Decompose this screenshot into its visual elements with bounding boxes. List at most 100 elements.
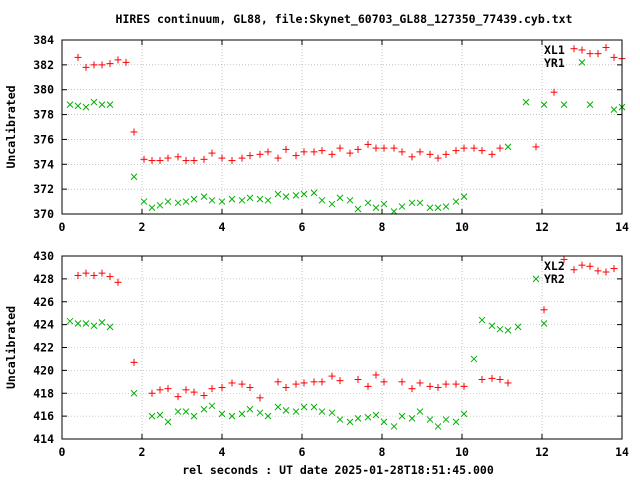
data-point-x [130, 389, 138, 397]
marker-stroke [66, 101, 74, 108]
data-point-x [408, 199, 416, 207]
marker-stroke [390, 423, 398, 430]
y-tick-label: 428 [33, 272, 54, 286]
data-point-plus [504, 379, 512, 387]
marker-stroke [228, 195, 236, 203]
data-point-x [504, 326, 512, 334]
data-point-plus [228, 157, 236, 165]
data-point-plus [292, 152, 300, 160]
marker-stroke [66, 317, 74, 325]
data-point-plus [460, 382, 468, 390]
marker-stroke [380, 418, 388, 426]
data-point-x [238, 410, 246, 418]
data-point-plus [98, 61, 106, 69]
marker-stroke [238, 196, 246, 204]
data-point-plus [470, 144, 478, 152]
data-point-plus [90, 61, 98, 69]
data-point-plus [274, 154, 282, 162]
data-point-plus [300, 148, 308, 156]
x-tick-label: 6 [299, 445, 306, 459]
marker-stroke [130, 389, 138, 397]
marker-stroke [540, 320, 548, 327]
marker-stroke [398, 203, 406, 210]
data-point-x [300, 190, 308, 198]
marker-stroke [200, 405, 208, 413]
marker-stroke [246, 405, 254, 413]
data-point-x [98, 318, 106, 326]
data-point-x [496, 325, 504, 333]
marker-stroke [380, 200, 388, 208]
marker-stroke [416, 408, 424, 415]
data-point-plus [416, 148, 424, 156]
data-point-plus [346, 149, 354, 157]
marker-stroke [532, 275, 540, 283]
marker-stroke [514, 323, 522, 331]
marker-stroke [318, 196, 326, 204]
marker-stroke [74, 320, 82, 327]
marker-stroke [246, 194, 254, 202]
data-point-x [310, 189, 318, 197]
y-tick-label: 370 [33, 207, 54, 221]
marker-stroke [292, 408, 300, 415]
data-point-x [98, 101, 106, 108]
data-point-x [282, 193, 290, 200]
y-tick-label: 378 [33, 108, 54, 122]
data-point-x [434, 204, 442, 212]
data-point-x [380, 200, 388, 208]
marker-stroke [164, 198, 172, 205]
data-point-x [372, 204, 380, 212]
data-point-x [540, 101, 548, 108]
data-point-x [372, 411, 380, 419]
data-point-x [416, 199, 424, 207]
data-point-plus [182, 386, 190, 394]
marker-stroke [460, 193, 468, 200]
marker-stroke [282, 407, 290, 414]
data-point-plus [570, 45, 578, 53]
plot-frame [61, 255, 623, 440]
marker-stroke [586, 101, 594, 108]
y-tick-label: 418 [33, 386, 54, 400]
y-tick-label: 382 [33, 58, 54, 72]
marker-stroke [504, 143, 512, 151]
data-point-plus [82, 63, 90, 71]
data-point-x [208, 196, 216, 204]
marker-stroke [442, 203, 450, 210]
data-point-x [200, 193, 208, 200]
data-point-plus [478, 376, 486, 384]
y-tick-label: 372 [33, 182, 54, 196]
marker-stroke [372, 411, 380, 419]
data-point-plus [156, 386, 164, 394]
x-tick-label: 2 [139, 445, 146, 459]
marker-stroke [256, 409, 264, 417]
marker-stroke [504, 326, 512, 334]
data-point-plus [488, 374, 496, 382]
marker-stroke [174, 199, 182, 207]
data-point-plus [426, 382, 434, 390]
data-point-plus [398, 148, 406, 156]
marker-stroke [90, 322, 98, 330]
data-point-x [148, 204, 156, 212]
data-point-plus [372, 144, 380, 152]
x-tick-label: 6 [299, 220, 306, 234]
marker-stroke [336, 416, 344, 423]
marker-stroke [460, 410, 468, 418]
marker-stroke [452, 418, 460, 426]
data-point-plus [114, 278, 122, 286]
marker-stroke [164, 418, 172, 426]
y-tick-label: 376 [33, 132, 54, 146]
marker-stroke [238, 410, 246, 418]
data-point-plus [156, 157, 164, 165]
data-point-x [442, 203, 450, 210]
data-point-x [66, 317, 74, 325]
data-point-plus [310, 148, 318, 156]
x-tick-label: 2 [139, 220, 146, 234]
data-point-plus [586, 262, 594, 270]
marker-stroke [540, 101, 548, 108]
data-point-plus [256, 150, 264, 158]
marker-stroke [74, 102, 82, 110]
data-point-plus [164, 385, 172, 393]
data-point-plus [398, 378, 406, 386]
y-axis-label: Uncalibrated [4, 306, 18, 389]
marker-stroke [328, 409, 336, 417]
